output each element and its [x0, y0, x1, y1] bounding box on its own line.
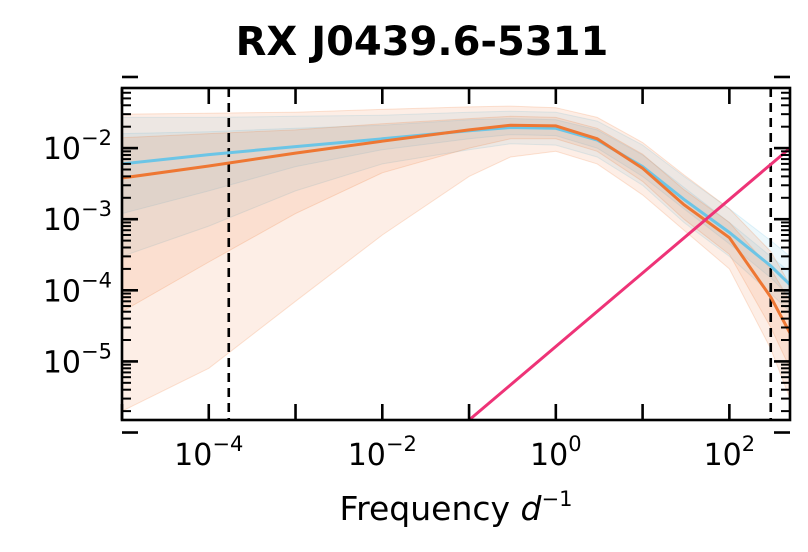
x-tick-label-base: 10: [348, 438, 386, 473]
series-3-line: [468, 146, 790, 420]
y-tick-label-base: 10: [43, 203, 81, 238]
y-tick-labels: 10−510−410−310−2: [43, 126, 112, 380]
series-2-line: [122, 123, 790, 334]
reference-lines: [227, 88, 773, 420]
x-tick-label-base: 10: [704, 438, 742, 473]
x-tick-label-exponent: 0: [568, 432, 581, 456]
series-1-line: [122, 125, 790, 286]
chart-title: RX J0439.6-5311: [236, 19, 609, 65]
series-1-inner-band: [122, 118, 790, 298]
x-tick-label-2: 10−2: [348, 432, 417, 473]
x-tick-label-3: 100: [530, 432, 582, 473]
y-tick-label-exponent: −4: [81, 268, 112, 292]
x-tick-label-base: 10: [530, 438, 568, 473]
x-tick-label-4: 102: [704, 432, 756, 473]
x-tick-label-base: 10: [174, 438, 212, 473]
series-2-outer-band: [122, 105, 790, 412]
y-tick-label-4: 10−2: [43, 126, 112, 167]
series-2-inner-band: [122, 115, 790, 369]
y-tick-label-exponent: −3: [81, 197, 112, 221]
series-lines: [122, 123, 790, 420]
x-tick-label-exponent: −2: [386, 432, 417, 456]
y-tick-label-exponent: −5: [81, 339, 112, 363]
y-tick-label-1: 10−5: [43, 339, 112, 380]
plot-frame: [120, 86, 792, 422]
y-tick-label-exponent: −2: [81, 126, 112, 150]
axis-ticks: [120, 75, 790, 434]
y-tick-label-3: 10−3: [43, 197, 112, 238]
series-1-outer-band: [122, 110, 790, 313]
y-tick-label-base: 10: [43, 132, 81, 167]
x-tick-labels: 10−4 10−2 100 102: [174, 432, 755, 473]
y-tick-label-2: 10−4: [43, 268, 112, 309]
y-tick-label-base: 10: [43, 274, 81, 309]
uncertainty-bands: [122, 105, 790, 412]
x-axis-label: Frequency d−1: [340, 487, 573, 528]
x-tick-label-1: 10−4: [174, 432, 243, 473]
x-tick-label-exponent: −4: [212, 432, 243, 456]
x-tick-label-exponent: 2: [742, 432, 755, 456]
y-tick-label-base: 10: [43, 345, 81, 380]
